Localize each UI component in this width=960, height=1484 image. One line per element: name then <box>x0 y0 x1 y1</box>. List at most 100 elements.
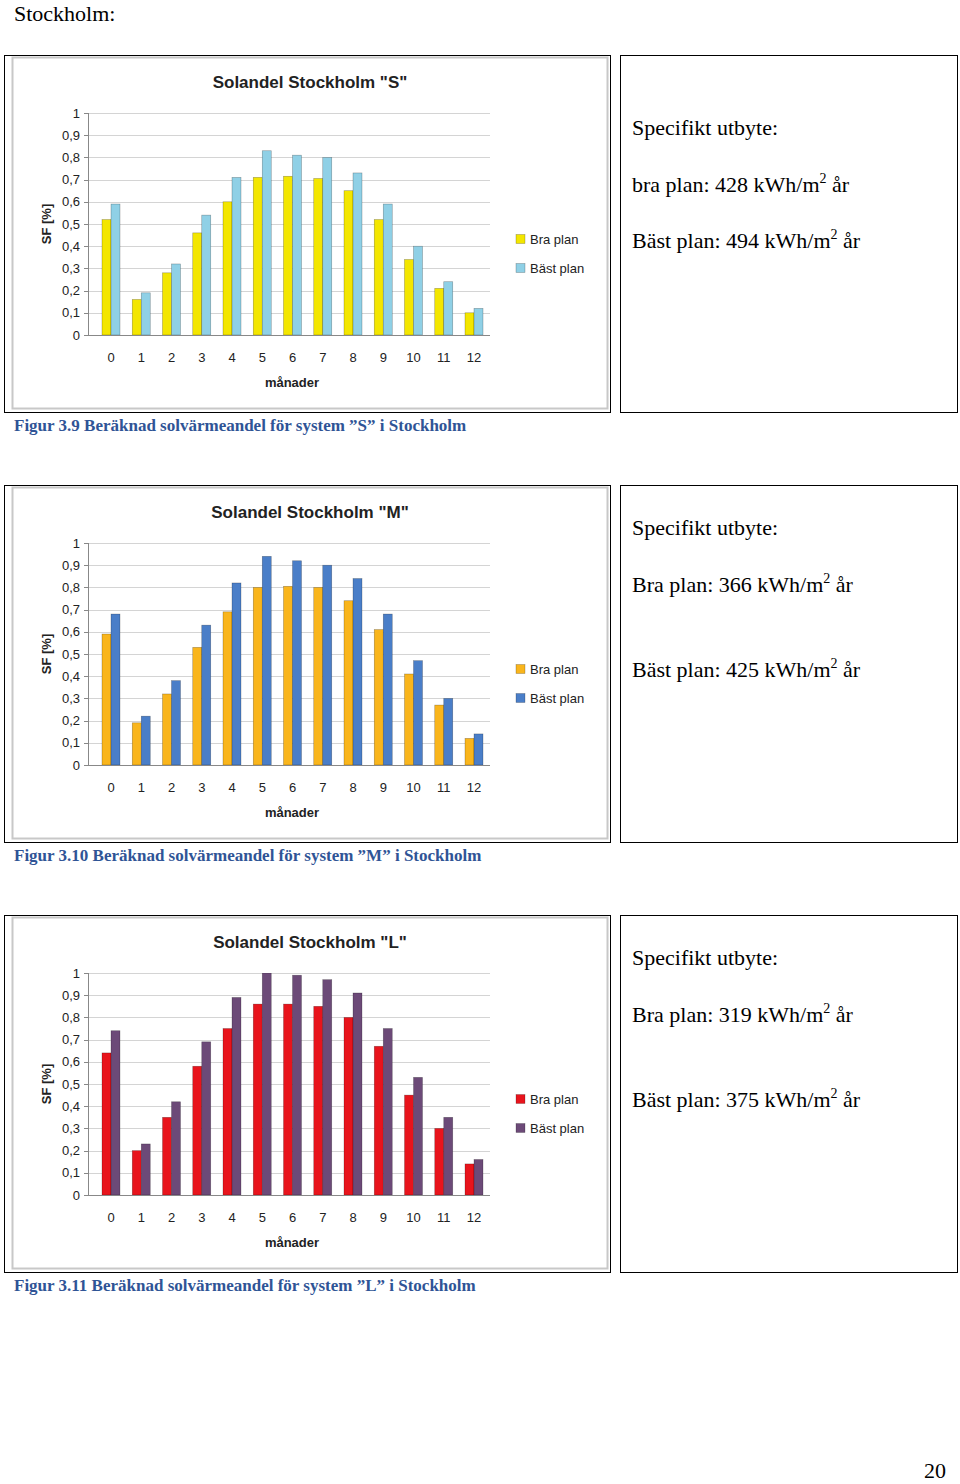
x-tick-label: 5 <box>259 1210 266 1225</box>
x-tick-label: 4 <box>228 780 235 795</box>
yield-label: Bäst plan: <box>632 1087 726 1112</box>
chart-area <box>13 488 608 839</box>
bar <box>383 204 392 335</box>
bar <box>353 173 362 335</box>
yield-value: 428 <box>715 172 754 197</box>
bar <box>314 1006 323 1195</box>
bar <box>253 177 262 335</box>
yield-exponent: 2 <box>823 1001 830 1016</box>
yield-period: år <box>838 1087 861 1112</box>
yield-period: år <box>838 228 861 253</box>
yield-heading: Specifikt utbyte: <box>632 515 778 540</box>
x-tick-label: 2 <box>168 780 175 795</box>
page-heading: Stockholm: <box>14 1 115 26</box>
x-axis-label: månader <box>265 375 319 390</box>
y-tick <box>84 995 88 996</box>
x-tick-label: 9 <box>380 350 387 365</box>
yield-period: år <box>830 572 853 597</box>
legend-label: Bäst plan <box>530 261 584 276</box>
x-tick-label: 3 <box>198 1210 205 1225</box>
bar <box>374 1046 383 1195</box>
grid-line <box>88 157 490 158</box>
yield-unit: kWh/m <box>757 572 823 597</box>
bar <box>293 975 302 1195</box>
y-tick-label: 0,7 <box>62 1032 80 1047</box>
bar <box>284 586 293 765</box>
yield-label: Bra plan: <box>632 572 719 597</box>
yield-unit: kWh/m <box>765 228 831 253</box>
x-tick-label: 6 <box>289 1210 296 1225</box>
x-axis <box>88 335 490 336</box>
y-tick <box>84 1195 88 1196</box>
yield-label: bra plan: <box>632 172 715 197</box>
y-tick-label: 0,2 <box>62 283 80 298</box>
bar <box>414 661 423 765</box>
bar <box>202 625 211 765</box>
y-tick <box>84 632 88 633</box>
figure-caption: Figur 3.11 Beräknad solvärmeandel för sy… <box>14 1276 476 1295</box>
yield-value: 366 <box>719 572 758 597</box>
y-tick <box>84 135 88 136</box>
bar <box>141 293 150 335</box>
bar <box>172 681 181 765</box>
y-tick <box>84 1040 88 1041</box>
y-tick <box>84 246 88 247</box>
bar <box>111 1031 120 1195</box>
bars <box>102 556 483 765</box>
yield-period: år <box>827 172 850 197</box>
y-tick <box>84 268 88 269</box>
yield-period: år <box>838 657 861 682</box>
x-tick-label: 1 <box>138 780 145 795</box>
y-tick <box>84 157 88 158</box>
chart-title: Solandel Stockholm "L" <box>213 933 407 952</box>
bar <box>405 260 414 335</box>
bar <box>405 1095 414 1195</box>
x-tick-label: 7 <box>319 780 326 795</box>
grid-line <box>88 335 490 336</box>
chart-title: Solandel Stockholm "M" <box>211 503 408 522</box>
bar <box>141 1144 150 1195</box>
bar <box>474 1159 483 1195</box>
y-axis <box>88 543 89 765</box>
y-tick <box>84 721 88 722</box>
bar <box>172 264 181 335</box>
bar <box>344 191 353 335</box>
chart-frame <box>5 916 611 1273</box>
bar <box>474 734 483 765</box>
bar <box>383 614 392 765</box>
yield-row: Bra plan: 319 kWh/m2 år <box>632 1001 854 1027</box>
text-frame <box>621 56 958 413</box>
y-tick <box>84 1128 88 1129</box>
legend-label: Bra plan <box>530 1092 578 1107</box>
bar <box>262 151 271 335</box>
y-tick-label: 0,8 <box>62 150 80 165</box>
grid-line <box>88 543 490 544</box>
yield-exponent: 2 <box>823 571 830 586</box>
y-tick <box>84 113 88 114</box>
bar <box>374 220 383 335</box>
legend-label: Bäst plan <box>530 691 584 706</box>
x-tick-label: 6 <box>289 780 296 795</box>
y-tick <box>84 1084 88 1085</box>
grid-line <box>88 1195 490 1196</box>
x-tick-label: 3 <box>198 780 205 795</box>
legend-swatch <box>516 1095 525 1104</box>
yield-row: Bäst plan: 375 kWh/m2 år <box>632 1086 861 1112</box>
y-tick-label: 0,1 <box>62 1165 80 1180</box>
y-tick-label: 0,7 <box>62 172 80 187</box>
x-axis-label: månader <box>265 805 319 820</box>
x-tick-label: 8 <box>349 350 356 365</box>
bar <box>132 1151 141 1195</box>
chart-frame <box>5 56 611 413</box>
bar <box>374 630 383 765</box>
y-tick-label: 0,7 <box>62 602 80 617</box>
x-tick-label: 2 <box>168 1210 175 1225</box>
x-tick-label: 12 <box>467 780 481 795</box>
bar <box>262 973 271 1195</box>
bar <box>141 716 150 765</box>
bar <box>323 157 332 335</box>
yield-row: Bäst plan: 494 kWh/m2 år <box>632 227 861 253</box>
bar <box>314 587 323 765</box>
y-tick-label: 0,6 <box>62 624 80 639</box>
y-tick <box>84 587 88 588</box>
